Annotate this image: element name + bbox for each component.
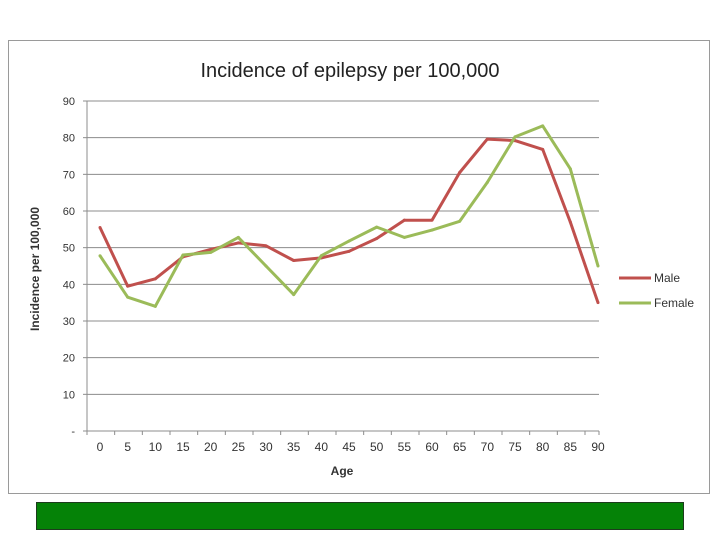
x-tick-label: 0 bbox=[97, 440, 104, 454]
x-tick-label: 10 bbox=[149, 440, 163, 454]
data-point-female bbox=[126, 295, 130, 299]
data-point-female bbox=[485, 180, 489, 184]
data-point-male bbox=[430, 218, 434, 222]
data-point-female bbox=[402, 235, 406, 239]
data-point-male bbox=[596, 301, 600, 305]
line-chart: - 10 20 30 40 50 60 70 80 90 0 5 10 15 20 25 30 35 40 45 50 5… bbox=[28, 60, 694, 478]
x-tick-label: 75 bbox=[508, 440, 522, 454]
x-tick-label: 5 bbox=[124, 440, 131, 454]
x-tick-label: 35 bbox=[287, 440, 301, 454]
x-tick-label: 55 bbox=[398, 440, 412, 454]
x-tick-label: 45 bbox=[342, 440, 356, 454]
data-point-female bbox=[347, 239, 351, 243]
x-tick-label: 25 bbox=[232, 440, 246, 454]
x-tick-label: 20 bbox=[204, 440, 218, 454]
x-tick-label: 90 bbox=[591, 440, 605, 454]
data-point-male bbox=[485, 137, 489, 141]
chart-frame: - 10 20 30 40 50 60 70 80 90 0 5 10 15 20 25 30 35 40 45 50 5… bbox=[8, 40, 710, 494]
data-point-female bbox=[458, 219, 462, 223]
series-layer bbox=[98, 124, 600, 308]
x-tick-label: 70 bbox=[481, 440, 495, 454]
chart-title: Incidence of epilepsy per 100,000 bbox=[200, 60, 499, 82]
x-tick-label: 50 bbox=[370, 440, 384, 454]
y-tick-label: 90 bbox=[63, 96, 75, 108]
data-point-male bbox=[458, 171, 462, 174]
data-point-male bbox=[236, 241, 240, 245]
data-point-male bbox=[292, 259, 296, 262]
data-point-female bbox=[319, 254, 323, 258]
legend-label-female: Female bbox=[654, 296, 694, 310]
data-point-female bbox=[181, 253, 185, 257]
y-axis-label: Incidence per 100,000 bbox=[28, 207, 42, 331]
x-tick-label: 15 bbox=[176, 440, 190, 454]
x-tick-label: 30 bbox=[259, 440, 273, 454]
x-tick-label: 85 bbox=[564, 440, 578, 454]
y-tick-label: - bbox=[71, 426, 75, 438]
legend: Male Female bbox=[619, 271, 694, 310]
data-point-female bbox=[541, 124, 545, 128]
data-point-male bbox=[126, 284, 130, 288]
y-tick-label: 70 bbox=[63, 169, 75, 181]
axes: - 10 20 30 40 50 60 70 80 90 0 5 10 15 20 25 30 35 40 45 50 5… bbox=[63, 96, 605, 454]
data-point-female bbox=[153, 304, 157, 308]
data-point-male bbox=[568, 220, 572, 224]
y-tick-label: 40 bbox=[63, 279, 75, 291]
data-point-male bbox=[264, 244, 268, 248]
data-point-female bbox=[596, 264, 600, 268]
y-tick-label: 80 bbox=[63, 133, 75, 145]
data-point-female bbox=[236, 235, 240, 239]
y-tick-label: 30 bbox=[63, 316, 75, 328]
data-point-male bbox=[209, 248, 213, 251]
data-point-female bbox=[98, 254, 102, 258]
data-point-male bbox=[98, 226, 102, 229]
y-tick-label: 20 bbox=[63, 353, 75, 365]
x-tick-label: 65 bbox=[453, 440, 467, 454]
y-tick-label: 60 bbox=[63, 206, 75, 218]
data-point-female bbox=[430, 228, 434, 232]
y-tick-label: 10 bbox=[63, 389, 75, 401]
x-axis-label: Age bbox=[331, 464, 354, 478]
data-point-male bbox=[541, 147, 545, 151]
data-point-male bbox=[402, 218, 406, 222]
data-point-female bbox=[292, 293, 296, 297]
y-tick-label: 50 bbox=[63, 243, 75, 255]
legend-label-male: Male bbox=[654, 271, 680, 285]
data-point-male bbox=[347, 249, 351, 253]
x-tick-label: 80 bbox=[536, 440, 550, 454]
data-point-male bbox=[153, 277, 157, 281]
data-point-female bbox=[513, 135, 517, 139]
data-point-female bbox=[264, 264, 268, 268]
x-tick-label: 40 bbox=[315, 440, 329, 454]
series-line-male bbox=[98, 137, 600, 304]
data-point-female bbox=[209, 250, 213, 254]
x-tick-label: 60 bbox=[425, 440, 439, 454]
series-line-female bbox=[98, 124, 600, 308]
green-banner bbox=[36, 502, 684, 530]
data-point-female bbox=[568, 167, 572, 171]
data-point-male bbox=[375, 237, 379, 240]
gridlines bbox=[87, 100, 599, 395]
data-point-female bbox=[375, 225, 379, 229]
